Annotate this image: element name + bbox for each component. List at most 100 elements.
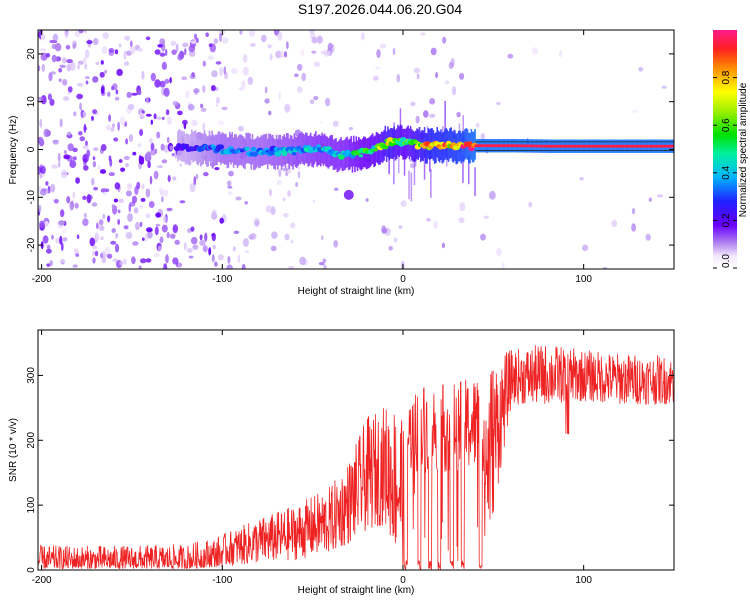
noise-speckle: [287, 190, 291, 197]
noise-speckle: [114, 49, 119, 55]
ridge-cell: [217, 144, 225, 150]
noise-speckle: [217, 254, 224, 261]
noise-speckle: [241, 80, 246, 90]
noise-streak: [430, 169, 432, 198]
noise-speckle: [49, 39, 56, 44]
noise-speckle: [157, 245, 162, 252]
noise-speckle: [59, 64, 66, 69]
noise-speckle: [140, 197, 146, 202]
noise-speckle: [77, 60, 84, 65]
noise-speckle: [148, 138, 153, 144]
noise-speckle: [99, 169, 107, 174]
noise-speckle: [110, 127, 115, 132]
noise-speckle: [284, 233, 290, 241]
noise-speckle: [214, 167, 220, 171]
noise-speckle: [166, 207, 173, 212]
noise-speckle: [169, 77, 172, 84]
snr-xlabel: Height of straight line (km): [298, 585, 415, 596]
ridge-halo: [235, 134, 237, 165]
noise-speckle: [271, 231, 278, 239]
noise-speckle: [204, 232, 208, 242]
noise-speckle: [190, 40, 197, 44]
snr-panel: -200 -100 0 100 0 100 200 300 Height of straigh…: [8, 329, 675, 596]
noise-speckle: [146, 97, 149, 105]
noise-speckle: [100, 144, 107, 152]
noise-speckle: [83, 57, 87, 63]
noise-speckle: [277, 31, 283, 41]
colorbar-tick-label: 0.8: [721, 70, 732, 84]
x-tick-label: -200: [32, 575, 52, 586]
noise-speckle: [128, 134, 134, 142]
noise-speckle: [140, 258, 147, 264]
noise-speckle: [93, 147, 99, 151]
noise-speckle: [92, 245, 98, 250]
noise-speckle: [458, 217, 465, 224]
noise-speckle: [61, 169, 68, 179]
noise-speckle: [202, 245, 208, 253]
noise-speckle: [348, 127, 353, 131]
noise-speckle: [290, 239, 294, 244]
noise-speckle: [161, 61, 167, 70]
noise-speckle: [75, 177, 80, 184]
noise-speckle: [253, 217, 260, 228]
noise-speckle: [85, 140, 88, 146]
noise-speckle: [170, 40, 177, 46]
noise-speckle: [265, 205, 272, 213]
noise-speckle: [210, 85, 216, 92]
noise-speckle: [91, 250, 95, 256]
noise-speckle: [107, 91, 111, 97]
noise-speckle: [153, 170, 159, 180]
noise-speckle: [189, 182, 196, 193]
noise-speckle: [382, 228, 388, 234]
noise-speckle: [44, 221, 49, 227]
noise-speckle: [91, 177, 95, 186]
noise-speckle: [286, 41, 289, 50]
noise-speckle: [167, 174, 171, 183]
ridge-halo: [184, 134, 187, 165]
noise-speckle: [73, 111, 77, 117]
ridge-cell: [671, 144, 674, 148]
noise-speckle: [77, 64, 80, 70]
noise-speckle: [162, 215, 167, 223]
noise-speckle: [122, 258, 127, 265]
noise-speckle: [52, 33, 59, 42]
noise-speckle: [126, 91, 132, 98]
y-tick-label: -10: [26, 190, 37, 205]
noise-speckle: [115, 232, 119, 239]
ridge-halo: [365, 138, 368, 170]
colorbar-tick-label: 0.0: [721, 254, 732, 268]
ridge-halo: [460, 132, 462, 164]
noise-speckle: [95, 61, 100, 65]
noise-speckle: [157, 44, 163, 48]
noise-speckle: [264, 98, 270, 104]
noise-speckle: [231, 68, 238, 74]
noise-speckle: [159, 52, 166, 57]
noise-speckle: [129, 45, 136, 55]
ridge-halo: [280, 139, 283, 170]
noise-speckle: [179, 163, 183, 168]
noise-speckle: [420, 32, 426, 36]
noise-speckle: [83, 212, 88, 219]
noise-speckle: [139, 221, 143, 227]
noise-speckle: [123, 155, 130, 161]
noise-speckle: [214, 261, 218, 267]
noise-speckle: [100, 60, 104, 65]
noise-speckle: [171, 49, 177, 55]
noise-speckle: [233, 230, 240, 234]
noise-speckle: [94, 232, 100, 242]
noise-speckle: [212, 244, 216, 250]
ridge-halo: [223, 134, 226, 165]
noise-speckle: [48, 72, 53, 82]
noise-speckle: [175, 43, 179, 53]
y-tick-label: 100: [26, 496, 37, 513]
noise-speckle: [279, 50, 284, 59]
ridge-halo: [356, 140, 359, 172]
noise-speckle: [124, 61, 130, 66]
noise-speckle: [373, 75, 379, 81]
noise-speckle: [423, 110, 429, 118]
noise-speckle: [39, 220, 45, 229]
ridge-halo: [361, 138, 364, 169]
noise-speckle: [388, 246, 394, 251]
noise-speckle: [57, 152, 61, 162]
noise-speckle: [72, 43, 76, 49]
